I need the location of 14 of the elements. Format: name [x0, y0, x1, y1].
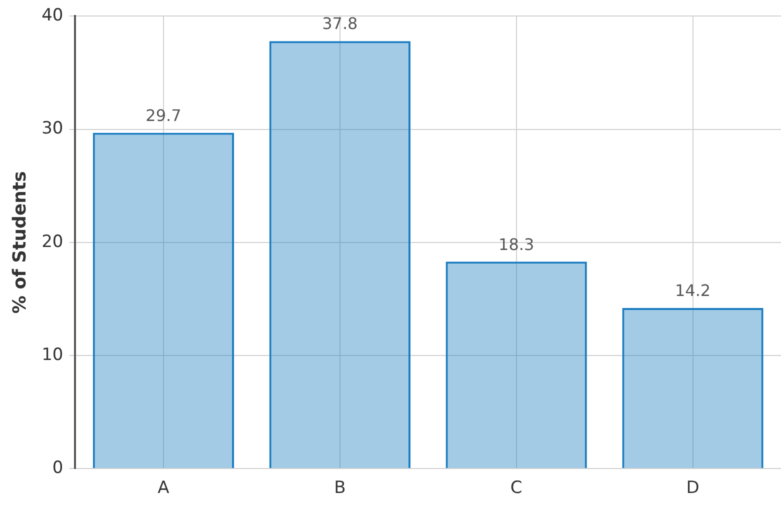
y-tick-label: 40	[42, 6, 64, 26]
y-axis-title: % of Students	[9, 171, 30, 314]
y-tick-label: 0	[52, 458, 64, 478]
data-label: 14.2	[674, 281, 711, 300]
x-tick-label: B	[334, 478, 346, 498]
x-tick-label: C	[510, 478, 522, 498]
y-tick-label: 30	[42, 118, 64, 139]
x-tick-label: A	[158, 478, 170, 498]
data-label: 37.8	[322, 14, 358, 34]
data-label: 18.3	[498, 234, 534, 254]
x-tick-label: D	[686, 478, 700, 498]
y-tick-label: 10	[42, 344, 64, 365]
y-tick-label: 20	[42, 232, 64, 252]
data-label: 29.7	[146, 106, 182, 125]
